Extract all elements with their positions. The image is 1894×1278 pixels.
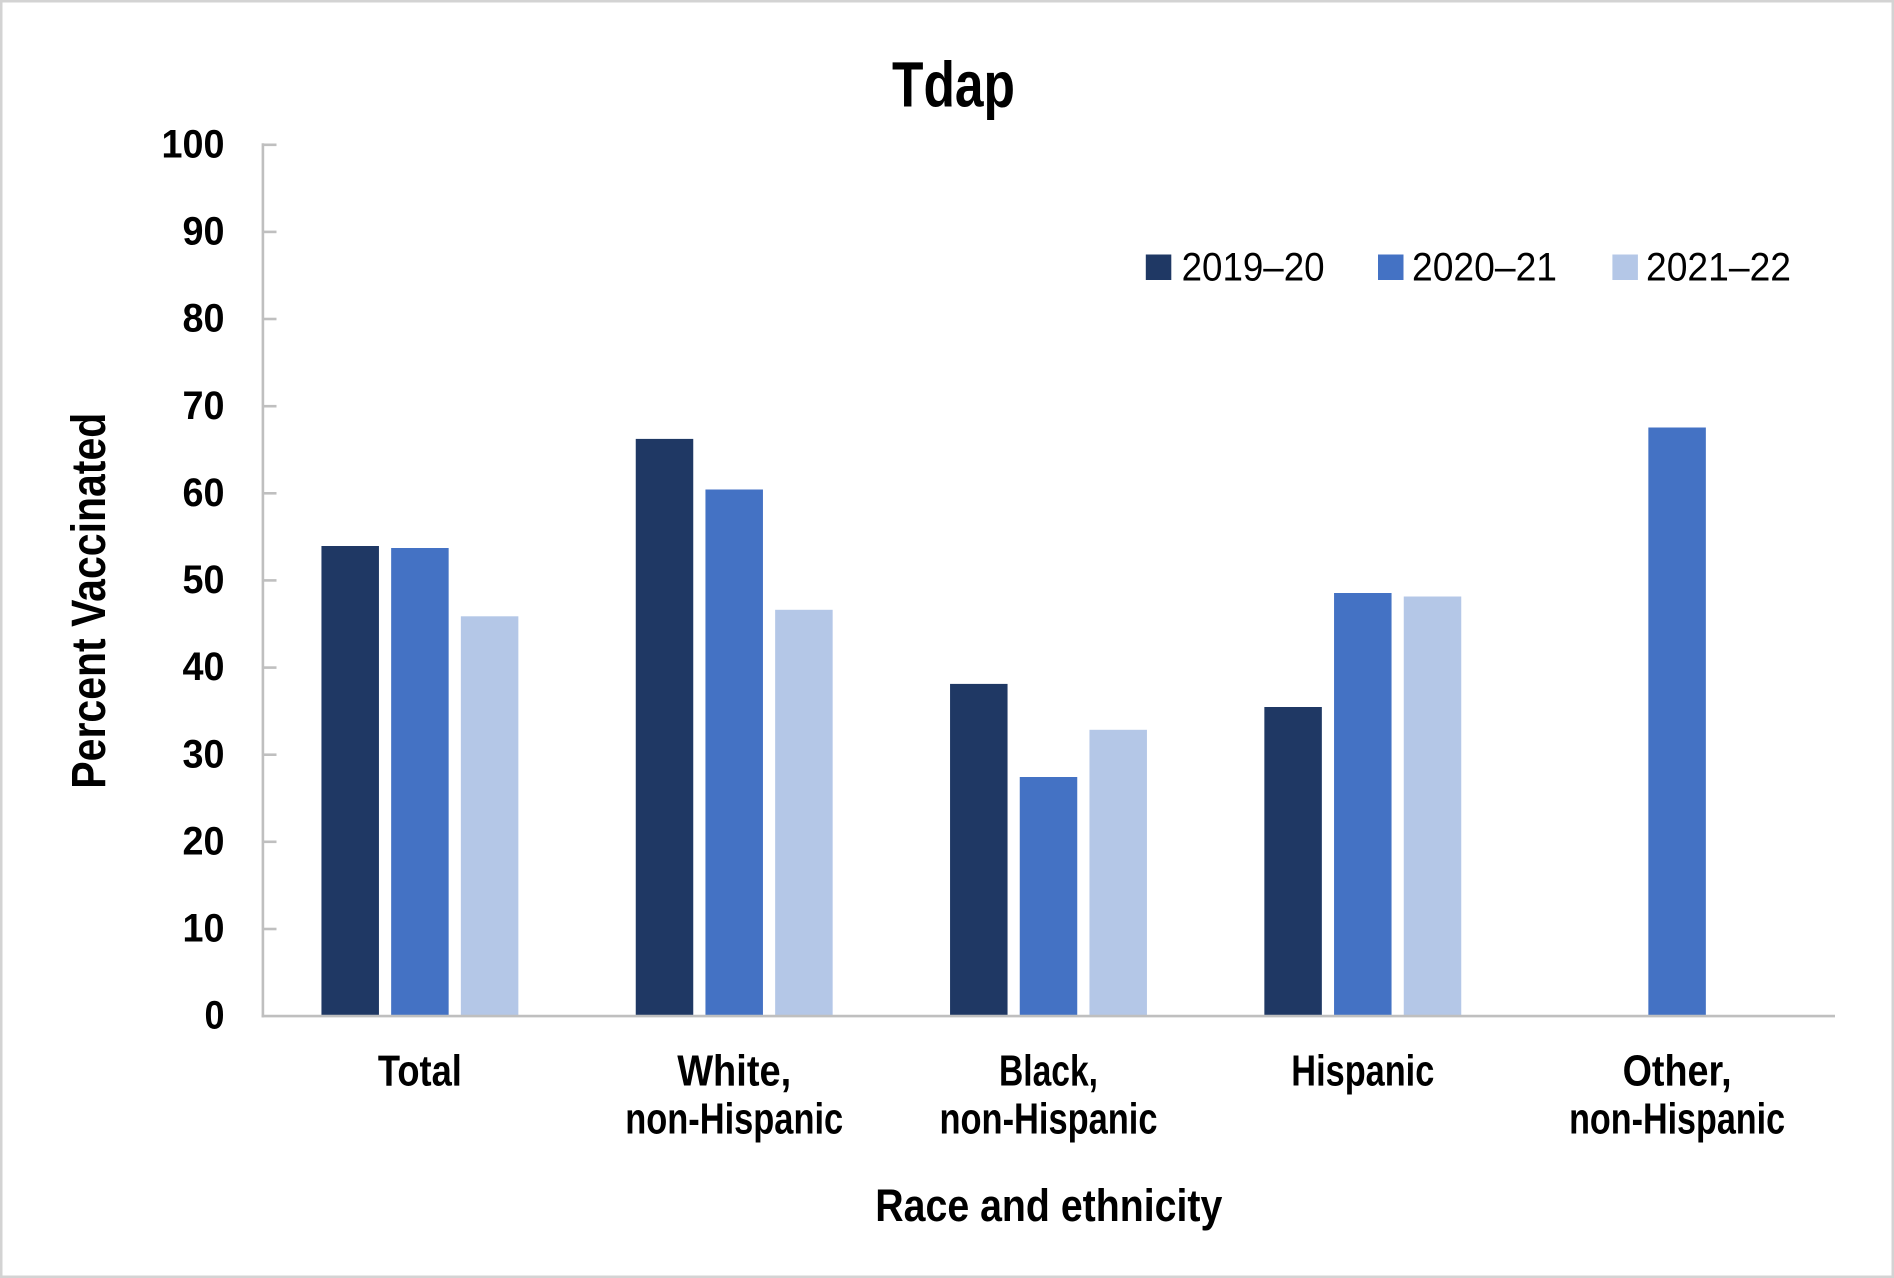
svg-text:Percent Vaccinated: Percent Vaccinated bbox=[63, 413, 116, 789]
svg-text:Black,: Black, bbox=[999, 1047, 1098, 1096]
svg-text:non-Hispanic: non-Hispanic bbox=[940, 1095, 1158, 1144]
svg-text:10: 10 bbox=[183, 907, 225, 951]
svg-text:60: 60 bbox=[183, 471, 225, 515]
svg-text:80: 80 bbox=[183, 297, 225, 341]
svg-text:50: 50 bbox=[183, 558, 225, 602]
svg-text:non-Hispanic: non-Hispanic bbox=[1569, 1095, 1785, 1144]
svg-text:30: 30 bbox=[183, 732, 225, 776]
svg-text:2020–21: 2020–21 bbox=[1412, 246, 1557, 290]
svg-text:non-Hispanic: non-Hispanic bbox=[625, 1095, 843, 1144]
svg-text:Tdap: Tdap bbox=[892, 49, 1015, 121]
svg-text:0: 0 bbox=[205, 994, 225, 1038]
svg-text:100: 100 bbox=[162, 122, 225, 166]
svg-text:20: 20 bbox=[183, 819, 225, 863]
svg-text:Other,: Other, bbox=[1623, 1047, 1732, 1096]
svg-text:70: 70 bbox=[183, 384, 225, 428]
svg-text:90: 90 bbox=[183, 210, 225, 254]
svg-text:40: 40 bbox=[183, 645, 225, 689]
svg-text:Total: Total bbox=[378, 1047, 462, 1096]
svg-text:Hispanic: Hispanic bbox=[1291, 1047, 1434, 1096]
svg-text:White,: White, bbox=[677, 1047, 791, 1096]
svg-text:2019–20: 2019–20 bbox=[1182, 246, 1325, 290]
svg-text:Race and ethnicity: Race and ethnicity bbox=[875, 1180, 1222, 1231]
svg-text:2021–22: 2021–22 bbox=[1646, 246, 1791, 290]
